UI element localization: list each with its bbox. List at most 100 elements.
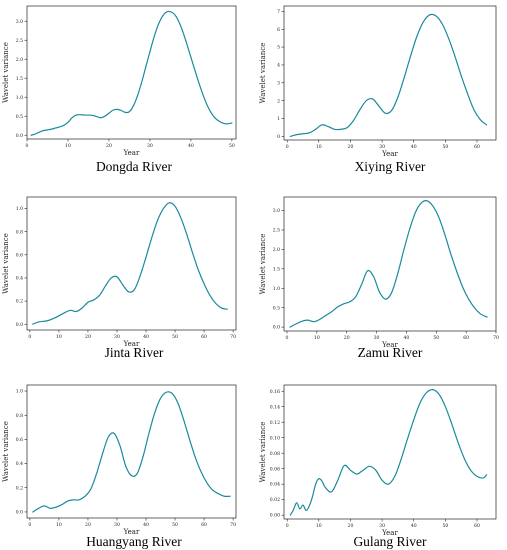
y-tick-label: 0.16 (270, 389, 280, 395)
y-tick-label: 0.02 (270, 497, 280, 503)
y-tick-label: 0.06 (270, 466, 280, 472)
x-tick-label: 60 (463, 335, 469, 341)
x-tick-label: 40 (188, 143, 194, 149)
wavelet-variance-line (289, 389, 488, 516)
x-tick-label: 50 (442, 523, 448, 529)
y-tick-label: 0.0 (16, 510, 23, 516)
y-tick-label: 0.0 (16, 322, 23, 328)
x-tick-label: 0 (286, 144, 289, 150)
y-axis-label: Wavelet variance (259, 43, 267, 104)
y-tick-label: 0.04 (270, 482, 280, 488)
x-tick-label: 0 (28, 334, 31, 340)
chart-title: Dongda River (96, 159, 173, 174)
x-tick-label: 0 (26, 143, 29, 149)
y-tick-label: 0.5 (273, 305, 280, 311)
x-tick-label: 70 (493, 335, 499, 341)
x-tick-label: 50 (172, 334, 178, 340)
y-tick-label: 0.8 (16, 413, 23, 419)
y-tick-label: 0.08 (270, 451, 280, 457)
y-tick-label: 2 (277, 98, 280, 104)
plot-frame (26, 5, 237, 140)
wavelet-variance-line (289, 200, 488, 328)
y-tick-label: 2.5 (16, 38, 23, 44)
chart-title: Gulang River (353, 534, 427, 549)
panel-jinta: Jinta River 0 10 20 30 40 50 60 70 0.0 0.2 0.4 0.6 0… (2, 196, 237, 360)
x-axis-label: Year (381, 341, 398, 349)
y-tick-label: 1.0 (16, 206, 23, 212)
y-axis-label: Wavelet variance (2, 233, 10, 294)
x-tick-label: 70 (230, 522, 236, 528)
y-tick-label: 1.0 (16, 389, 23, 395)
x-tick-label: 60 (201, 522, 207, 528)
x-axis-label: Year (381, 529, 398, 537)
x-axis-label: Year (123, 149, 140, 157)
x-tick-label: 50 (229, 143, 235, 149)
x-tick-label: 60 (201, 334, 207, 340)
y-tick-label: 0.2 (16, 299, 23, 305)
y-tick-label: 0.6 (16, 252, 23, 258)
y-tick-label: 1.5 (16, 76, 23, 82)
y-axis-label: Wavelet variance (2, 42, 10, 103)
y-tick-label: 3.0 (273, 208, 280, 214)
x-tick-label: 40 (143, 334, 149, 340)
x-tick-label: 10 (316, 523, 322, 529)
x-tick-label: 30 (114, 522, 120, 528)
x-axis-label: Year (123, 340, 140, 348)
y-axis-label: Wavelet variance (259, 422, 267, 483)
y-tick-label: 2.5 (273, 228, 280, 234)
plot-frame (283, 5, 497, 141)
wavelet-variance-line (32, 391, 231, 513)
x-tick-label: 50 (442, 144, 448, 150)
x-tick-label: 30 (374, 335, 380, 341)
y-tick-label: 1.0 (273, 286, 280, 292)
wavelet-variance-line (289, 13, 488, 138)
x-tick-label: 70 (230, 334, 236, 340)
y-tick-label: 0.2 (16, 485, 23, 491)
x-tick-label: 0 (28, 522, 31, 528)
x-tick-label: 50 (433, 335, 439, 341)
chart-title: Huangyang River (86, 534, 182, 549)
x-tick-label: 40 (411, 144, 417, 150)
y-tick-label: 0.14 (270, 404, 280, 410)
y-tick-label: 0.10 (270, 435, 280, 441)
x-axis-label: Year (123, 528, 140, 536)
plot-frame (26, 196, 237, 331)
panel-xiying: Xiying River 0 10 20 30 40 50 60 0 1 2 3 4 5 6 7 Year Wa… (259, 5, 497, 174)
y-tick-label: 0.5 (16, 114, 23, 120)
y-tick-label: 2.0 (273, 247, 280, 253)
plot-frame (283, 384, 497, 520)
plot-frame (283, 196, 497, 332)
y-tick-label: 0.4 (16, 461, 23, 467)
x-tick-label: 10 (316, 144, 322, 150)
panel-dongda: Dongda River 0 10 20 30 40 50 0.0 0.5 1.0 1.5 2.0 2… (2, 5, 237, 174)
panel-zamu: Zamu River 0 10 20 30 40 50 60 70 0.0 0.5 1.0 1.5 2.… (259, 196, 499, 360)
y-tick-label: 1.5 (273, 266, 280, 272)
y-tick-label: 0 (277, 134, 280, 140)
x-tick-label: 40 (143, 522, 149, 528)
y-tick-label: 3 (277, 80, 280, 86)
x-tick-label: 30 (379, 523, 385, 529)
x-tick-label: 10 (65, 143, 71, 149)
x-tick-label: 20 (85, 522, 91, 528)
x-tick-label: 50 (172, 522, 178, 528)
y-tick-label: 4 (277, 63, 280, 69)
y-tick-label: 0.12 (270, 420, 280, 426)
wavelet-variance-line (32, 202, 228, 325)
y-tick-label: 5 (277, 45, 280, 51)
y-tick-label: 3.0 (16, 19, 23, 25)
y-tick-label: 6 (277, 27, 280, 33)
panel-huangyang: Huangyang River 0 10 20 30 40 50 60 70 0.0 0.2 0.4… (2, 384, 237, 549)
y-tick-label: 0.4 (16, 276, 23, 282)
y-axis-label: Wavelet variance (2, 421, 10, 482)
x-tick-label: 60 (474, 523, 480, 529)
y-tick-label: 0.0 (273, 325, 280, 331)
chart-title: Zamu River (358, 345, 423, 360)
panel-gulang: Gulang River 0 10 20 30 40 50 60 0.00 0.02 0.04 0.… (259, 384, 497, 549)
x-tick-label: 10 (56, 334, 62, 340)
x-tick-label: 10 (314, 335, 320, 341)
x-tick-label: 30 (147, 143, 153, 149)
y-tick-label: 7 (277, 9, 280, 15)
y-tick-label: 0.6 (16, 437, 23, 443)
x-tick-label: 20 (348, 144, 354, 150)
